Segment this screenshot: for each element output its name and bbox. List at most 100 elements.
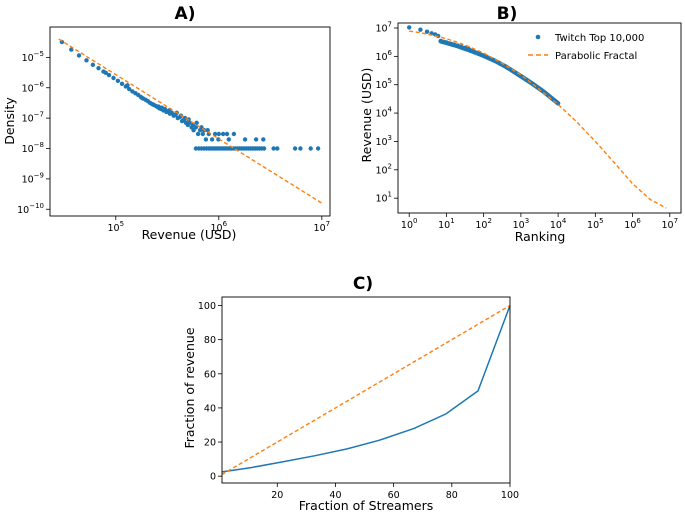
panel-a: A) Revenue (USD) Density 105 106 10710−101… <box>2 4 331 242</box>
legend-label-parabolic: Parabolic Fractal <box>555 51 637 62</box>
panel-a-ytick-label-2: 10−8 <box>22 141 44 155</box>
panel-a-xtick-label-2: 107 <box>314 220 331 234</box>
panel-a-point-0-3 <box>84 58 89 63</box>
panel-c-ticks: 20 40 60 80 100 0 20 40 60 80 100 <box>198 301 519 501</box>
legend-marker-twitch <box>535 34 541 40</box>
panel-a-xtick-exp-0: 5 <box>120 220 124 228</box>
panel-a-point-0-41 <box>187 120 192 126</box>
panel-a-point-0-112 <box>298 146 303 151</box>
panel-a-label: A) <box>175 4 196 24</box>
panel-b-ytick-label-2: 103 <box>375 134 392 148</box>
panel-b-xtick-exp-4: 4 <box>562 217 567 225</box>
panel-a-point-0-108 <box>261 146 267 151</box>
panel-a-ytick-exp-2: −8 <box>34 141 44 149</box>
panel-b-ytick-exp-2: 3 <box>388 134 392 142</box>
panel-a-ylabel: Density <box>2 97 17 145</box>
panel-a-ytick-exp-4: −6 <box>34 80 45 88</box>
panel-a-point-0-58 <box>261 137 266 142</box>
panel-a-point-0-48 <box>203 137 209 142</box>
panel-c-xtick-label-4: 100 <box>501 490 519 501</box>
panel-c-marks <box>221 304 511 476</box>
panel-b-xtick-label-5: 105 <box>587 217 604 231</box>
panel-c-ylabel: Fraction of revenue <box>182 327 197 448</box>
panel-a-point-0-47 <box>200 131 205 137</box>
panel-a-point-0-7 <box>106 72 112 78</box>
panel-a-point-0-45 <box>195 131 201 137</box>
panel-b-point-0-2 <box>424 29 430 34</box>
panel-b-ytick-label-1: 102 <box>375 162 392 176</box>
panel-c-frame <box>221 296 511 484</box>
panel-b-legend: Twitch Top 10,000 Parabolic Fractal <box>528 33 644 62</box>
legend-label-twitch: Twitch Top 10,000 <box>554 33 644 44</box>
panel-b-xtick-label-0: 100 <box>401 217 418 231</box>
panel-c-ytick-label-5: 100 <box>198 301 216 312</box>
panel-b-ytick-exp-0: 1 <box>388 191 392 199</box>
panel-a-ytick-label-0: 10−10 <box>17 202 44 216</box>
panel-c-xtick-label-0: 20 <box>271 490 283 501</box>
panel-a-ytick-exp-5: −5 <box>34 50 44 58</box>
panel-a-point-0-60 <box>125 83 130 88</box>
panel-c-label: C) <box>353 274 373 294</box>
panel-a-point-0-50 <box>209 137 215 142</box>
panel-a-xtick-exp-1: 6 <box>223 220 228 228</box>
panel-b-point-0-1 <box>418 27 423 32</box>
panel-b-frame <box>397 22 682 214</box>
panel-b-ytick-label-3: 104 <box>375 106 392 120</box>
panel-a-point-0-4 <box>90 62 96 67</box>
panel-c-xlabel: Fraction of Streamers <box>299 498 433 512</box>
panel-b-xtick-exp-1: 1 <box>450 217 454 225</box>
panel-c: C) Fraction of Streamers Fraction of rev… <box>182 274 519 513</box>
panel-a-xtick-label-0: 105 <box>107 220 124 234</box>
panel-a-ytick-label-4: 10−6 <box>22 80 45 94</box>
panel-a-point-0-53 <box>220 131 226 137</box>
panel-b-xtick-label-2: 102 <box>475 217 492 231</box>
panel-a-ytick-label-1: 10−9 <box>22 171 44 185</box>
panel-a-point-0-8 <box>111 75 116 81</box>
panel-c-ytick-label-3: 60 <box>204 369 216 380</box>
panel-c-series-1 <box>221 304 511 476</box>
panel-a-point-0-110 <box>275 146 280 151</box>
panel-a-point-0-10 <box>119 81 125 87</box>
panel-b-marks <box>407 25 667 209</box>
panel-a-ytick-label-3: 10−7 <box>22 111 44 125</box>
panel-a-ytick-label-5: 10−5 <box>22 50 44 64</box>
panel-a-ytick-exp-1: −9 <box>34 171 44 179</box>
panel-b-xtick-label-7: 107 <box>662 217 679 231</box>
panel-b-xtick-exp-7: 7 <box>674 217 678 225</box>
panel-c-ytick-label-2: 40 <box>204 403 216 414</box>
panel-b-series-2 <box>409 30 667 209</box>
panel-a-point-0-57 <box>253 137 259 142</box>
panel-b-ytick-exp-5: 6 <box>388 49 393 57</box>
panel-c-ytick-label-4: 80 <box>204 335 216 346</box>
panel-b-label: B) <box>497 4 518 24</box>
panel-a-point-0-5 <box>96 66 101 71</box>
panel-b-ytick-label-4: 105 <box>375 77 392 91</box>
panel-b-xtick-exp-2: 2 <box>487 217 491 225</box>
panel-a-point-0-114 <box>315 146 321 151</box>
panel-a-point-0-111 <box>292 146 298 151</box>
panel-a-xtick-exp-2: 7 <box>326 220 330 228</box>
panel-a-point-0-74 <box>205 128 210 133</box>
panel-b-xtick-label-6: 106 <box>624 217 641 231</box>
panel-a-point-0-1 <box>69 47 74 52</box>
panel-a-point-0-55 <box>231 131 237 137</box>
panel-b-point-0-0 <box>407 25 412 30</box>
panel-c-ytick-label-1: 20 <box>204 438 216 449</box>
panel-c-xtick-label-3: 80 <box>446 490 458 501</box>
panel-b-ytick-exp-1: 2 <box>388 162 392 170</box>
panel-b-xtick-exp-5: 5 <box>599 217 603 225</box>
panel-a-point-0-52 <box>216 137 221 142</box>
panel-a-point-0-44 <box>193 125 199 130</box>
panel-b-ytick-exp-6: 7 <box>388 20 392 28</box>
panel-b-ytick-exp-4: 5 <box>388 77 392 85</box>
panel-c-series-0 <box>221 305 511 473</box>
panel-a-xlabel: Revenue (USD) <box>142 227 237 242</box>
panel-a-point-0-75 <box>216 131 221 137</box>
panel-b-xtick-exp-0: 0 <box>413 217 417 225</box>
panel-b-ylabel: Revenue (USD) <box>359 68 374 163</box>
panel-a-point-0-59 <box>103 70 109 76</box>
panel-a-ytick-exp-0: −10 <box>29 202 44 210</box>
panel-a-marks <box>58 38 323 204</box>
